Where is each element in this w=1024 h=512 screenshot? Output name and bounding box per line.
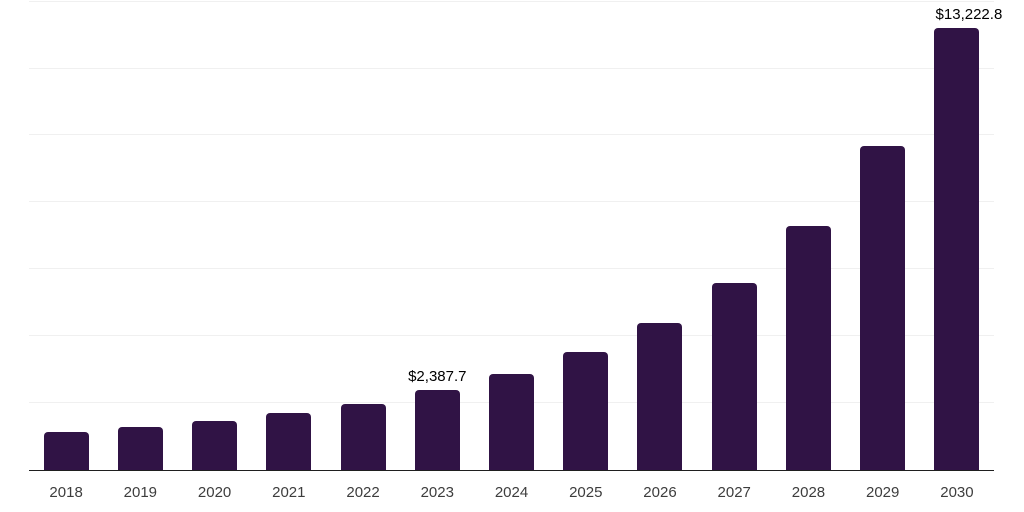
- data-label-2023: $2,387.7: [408, 368, 467, 386]
- x-tick-label-2030: 2030: [940, 484, 974, 501]
- bars: $2,387.7 $13,222.8: [29, 0, 1002, 470]
- bar-slot-2028: [771, 0, 845, 470]
- x-tick-label-2018: 2018: [49, 484, 83, 501]
- bar-2026: [637, 322, 683, 470]
- bar-2030: [934, 27, 980, 470]
- bar-slot-2027: [697, 0, 771, 470]
- bar-slot-2018: [29, 0, 103, 470]
- bar-slot-2023: $2,387.7: [400, 0, 474, 470]
- x-tick-label-2026: 2026: [643, 484, 677, 501]
- x-tick-label-2025: 2025: [569, 484, 603, 501]
- gridline: [29, 201, 994, 203]
- bar-2023: [414, 390, 460, 470]
- bar-slot-2021: [252, 0, 326, 470]
- x-axis-labels: 2018 2019 2020 2021 2022 2023 2024 2025 2026 2027…: [29, 471, 994, 501]
- bar-2024: [489, 374, 535, 470]
- gridline: [29, 67, 994, 69]
- bar-2021: [266, 413, 312, 470]
- x-tick-label-2022: 2022: [346, 484, 380, 501]
- bar-2028: [785, 225, 831, 470]
- x-tick-label-2028: 2028: [791, 484, 826, 501]
- gridline: [29, 268, 994, 270]
- bar-slot-2030: $13,222.8: [920, 0, 1002, 470]
- data-label-2030: $13,222.8: [935, 5, 1003, 23]
- bar-slot-2022: [326, 0, 400, 470]
- x-tick-label-2027: 2027: [717, 484, 751, 501]
- bar-slot-2026: [623, 0, 697, 470]
- x-tick-label-2021: 2021: [272, 484, 306, 501]
- bar-2018: [43, 431, 89, 470]
- gridline: [29, 335, 994, 337]
- bar-2019: [117, 427, 163, 470]
- x-tick-label-2024: 2024: [494, 484, 529, 501]
- x-tick-label-2019: 2019: [123, 484, 158, 501]
- bar-slot-2020: [177, 0, 251, 470]
- bar-slot-2029: [846, 0, 920, 470]
- bar-slot-2024: [474, 0, 548, 470]
- plot-area: $2,387.7 $13,222.8: [29, 0, 1002, 471]
- bar-2022: [340, 403, 386, 470]
- bar-slot-2025: [549, 0, 623, 470]
- bar-2029: [860, 145, 906, 470]
- x-tick-label-2023: 2023: [420, 484, 454, 501]
- x-tick-label-2020: 2020: [197, 484, 232, 501]
- x-tick-label-2029: 2029: [866, 484, 900, 501]
- bar-2025: [563, 351, 609, 470]
- bar-slot-2019: [103, 0, 177, 470]
- bar-2020: [192, 421, 238, 470]
- gridline: [29, 134, 994, 136]
- bar-2027: [711, 282, 757, 470]
- gridline: [29, 0, 994, 2]
